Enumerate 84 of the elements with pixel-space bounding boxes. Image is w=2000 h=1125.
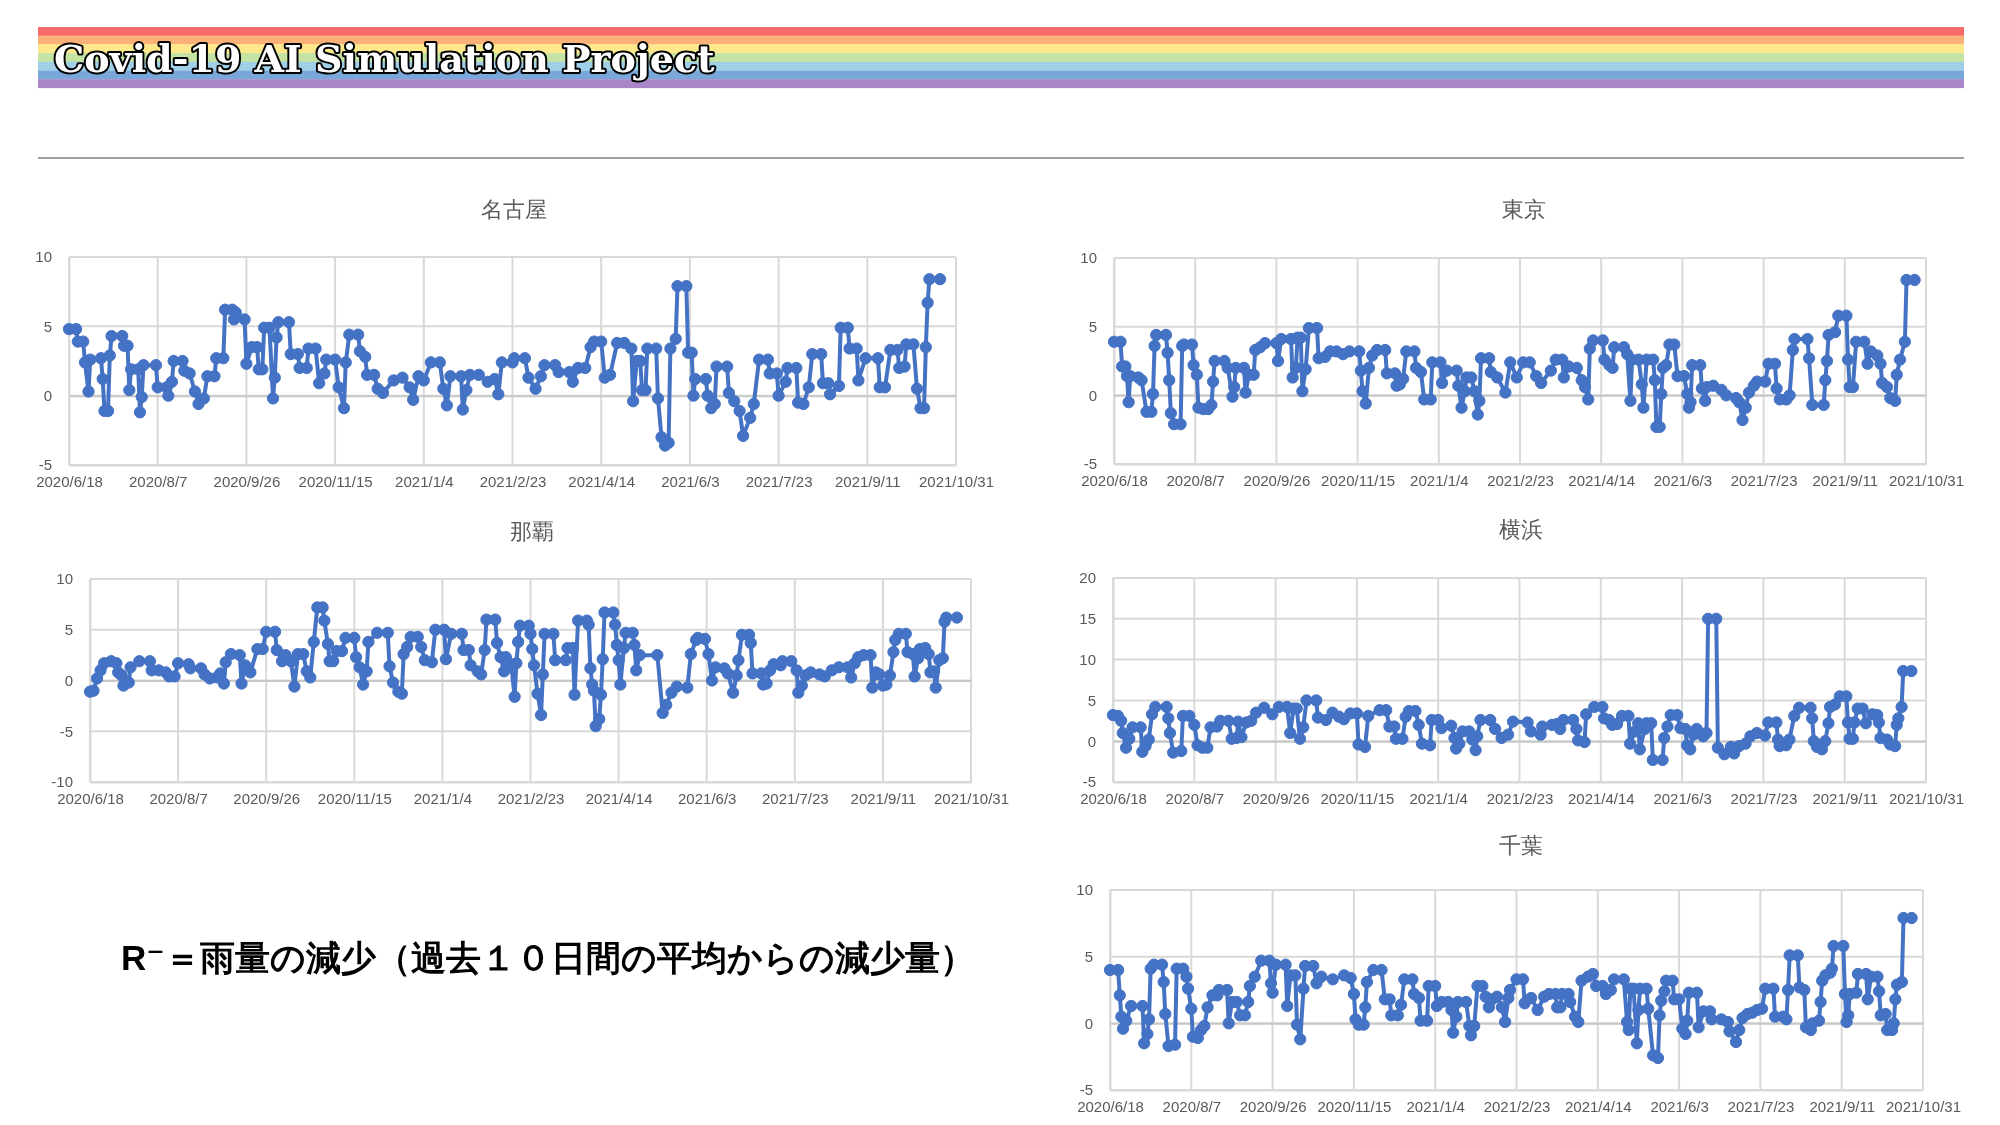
x-tick-label: 2020/6/18 xyxy=(1081,471,1148,489)
x-tick-label: 2020/11/15 xyxy=(298,472,373,490)
chart-title: 東京 xyxy=(1502,196,1546,222)
x-tick-label: 2020/11/15 xyxy=(1321,471,1396,489)
x-tick-label: 2021/7/23 xyxy=(1727,1097,1795,1115)
x-tick-label: 2020/6/18 xyxy=(57,789,124,807)
x-tick-label: 2020/8/7 xyxy=(129,472,188,490)
x-tick-label: 2021/1/4 xyxy=(1410,471,1469,489)
x-tick-label: 2021/6/3 xyxy=(1650,1097,1709,1115)
x-tick-label: 2020/9/26 xyxy=(1242,789,1310,807)
chart-title: 横浜 xyxy=(1499,516,1543,542)
x-tick-label: 2021/1/4 xyxy=(1409,789,1468,807)
y-tick-label: 15 xyxy=(1079,610,1096,628)
y-tick-label: 0 xyxy=(43,386,52,404)
x-tick-label: 2021/10/31 xyxy=(1885,1097,1962,1115)
chart-title: 那覇 xyxy=(510,518,554,544)
x-tick-label: 2020/9/26 xyxy=(233,789,301,807)
x-tick-label: 2020/8/7 xyxy=(1165,789,1224,807)
y-tick-label: 0 xyxy=(1088,386,1097,404)
x-tick-label: 2021/2/23 xyxy=(1483,1097,1551,1115)
y-tick-label: -10 xyxy=(51,773,73,791)
y-tick-label: 5 xyxy=(64,621,73,639)
x-tick-label: 2020/6/18 xyxy=(1077,1097,1144,1115)
y-tick-label: 10 xyxy=(35,248,52,266)
x-tick-label: 2020/11/15 xyxy=(1317,1097,1392,1115)
y-tick-label: 5 xyxy=(43,317,52,335)
y-tick-label: 10 xyxy=(1079,650,1096,668)
y-tick-label: 5 xyxy=(1088,317,1097,335)
y-tick-label: 10 xyxy=(1076,881,1093,899)
x-tick-label: 2020/9/26 xyxy=(213,472,281,490)
y-tick-label: 10 xyxy=(56,570,73,588)
y-tick-label: 0 xyxy=(1087,732,1096,750)
text: R⁻＝雨量の減少（過去１０日間の平均からの減少量） xyxy=(121,937,975,977)
x-tick-label: 2020/8/7 xyxy=(149,789,208,807)
x-tick-label: 2021/9/11 xyxy=(1812,471,1879,489)
x-tick-label: 2021/9/11 xyxy=(834,472,901,490)
y-tick-label: 10 xyxy=(1080,249,1097,267)
x-tick-label: 2021/7/23 xyxy=(1730,789,1798,807)
x-tick-label: 2021/2/23 xyxy=(479,472,547,490)
x-tick-label: 2021/9/11 xyxy=(1812,789,1879,807)
x-tick-label: 2021/9/11 xyxy=(850,789,917,807)
x-tick-label: 2020/8/7 xyxy=(1162,1097,1221,1115)
x-tick-label: 2020/6/18 xyxy=(36,472,103,490)
x-tick-label: 2020/11/15 xyxy=(1320,789,1395,807)
x-tick-label: 2020/9/26 xyxy=(1243,471,1311,489)
x-tick-label: 2021/2/23 xyxy=(1486,789,1554,807)
x-tick-label: 2021/1/4 xyxy=(1406,1097,1465,1115)
x-tick-label: 2020/6/18 xyxy=(1080,789,1147,807)
x-tick-label: 2021/6/3 xyxy=(1653,789,1712,807)
x-tick-label: 2021/2/23 xyxy=(1487,471,1554,489)
x-tick-label: 2021/6/3 xyxy=(678,789,737,807)
chart-title: 千葉 xyxy=(1499,832,1543,858)
chart-title: 名古屋 xyxy=(481,196,547,222)
x-tick-label: 2021/4/14 xyxy=(1564,1097,1632,1115)
y-tick-label: 20 xyxy=(1079,569,1096,587)
x-tick-label: 2021/4/14 xyxy=(585,789,653,807)
x-tick-label: 2021/1/4 xyxy=(413,789,473,807)
y-tick-label: -5 xyxy=(1082,773,1096,791)
x-tick-label: 2021/4/14 xyxy=(1567,789,1635,807)
x-tick-label: 2021/4/14 xyxy=(1568,471,1636,489)
x-tick-label: 2021/7/23 xyxy=(745,472,813,490)
x-tick-label: 2021/1/4 xyxy=(395,472,454,490)
y-tick-label: -5 xyxy=(59,722,73,740)
y-tick-label: 5 xyxy=(1084,947,1093,965)
x-tick-label: 2021/9/11 xyxy=(1809,1097,1876,1115)
x-tick-label: 2020/9/26 xyxy=(1239,1097,1307,1115)
y-tick-label: 0 xyxy=(64,671,73,689)
y-tick-label: 5 xyxy=(1087,691,1096,709)
y-tick-label: -5 xyxy=(38,456,52,474)
y-tick-label: -5 xyxy=(1079,1081,1093,1099)
x-tick-label: 2020/11/15 xyxy=(317,789,392,807)
x-tick-label: 2021/7/23 xyxy=(1730,471,1798,489)
x-tick-label: 2021/4/14 xyxy=(568,472,636,490)
x-tick-label: 2021/10/31 xyxy=(933,789,1010,807)
x-tick-label: 2021/7/23 xyxy=(761,789,829,807)
y-tick-label: 0 xyxy=(1084,1014,1093,1032)
y-tick-label: -5 xyxy=(1083,455,1097,473)
x-tick-label: 2021/10/31 xyxy=(918,472,995,490)
x-tick-label: 2021/6/3 xyxy=(661,472,720,490)
x-tick-label: 2020/8/7 xyxy=(1166,471,1225,489)
x-tick-label: 2021/6/3 xyxy=(1653,471,1713,489)
x-tick-label: 2021/10/31 xyxy=(1888,789,1965,807)
x-tick-label: 2021/2/23 xyxy=(497,789,565,807)
x-tick-label: 2021/10/31 xyxy=(1888,471,1965,489)
